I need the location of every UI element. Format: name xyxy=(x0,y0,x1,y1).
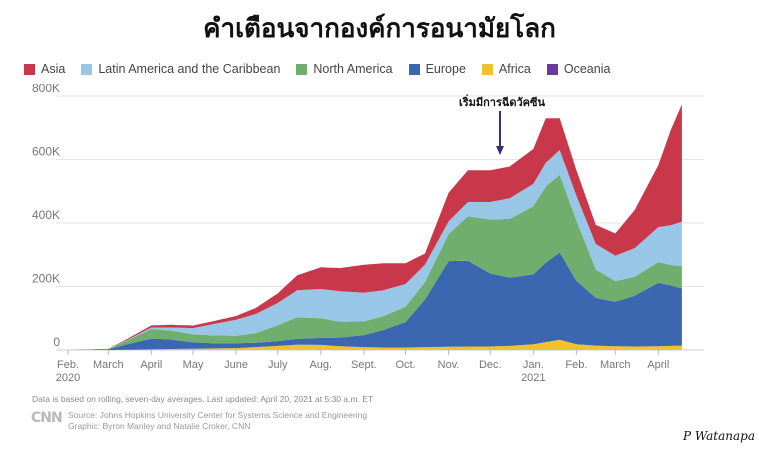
area-latin-america-and-the-caribbean xyxy=(68,150,682,350)
legend-label-north-america: North America xyxy=(313,62,393,76)
x-tick-label: May xyxy=(183,359,204,371)
y-tick-label: 200K xyxy=(32,272,60,286)
legend-swatch-north-america xyxy=(296,63,308,75)
x-tick-label: Aug. xyxy=(309,359,332,371)
legend-swatch-oceania xyxy=(546,63,558,75)
source-credit: Source: Johns Hopkins University Center … xyxy=(68,410,367,432)
y-tick-label: 400K xyxy=(32,208,60,222)
legend-item-europe: Europe xyxy=(408,62,466,76)
x-tick-label: Nov. xyxy=(438,359,460,371)
cnn-logo: CNN xyxy=(31,410,63,426)
legend-swatch-africa xyxy=(481,63,493,75)
area-europe xyxy=(68,252,682,350)
x-tick-label: July xyxy=(268,359,288,371)
x-tick-label: Feb. xyxy=(565,359,587,371)
legend-label-africa: Africa xyxy=(498,62,531,76)
legend-item-asia: Asia xyxy=(24,62,65,76)
area-north-america xyxy=(68,174,682,350)
legend-label-latin-america: Latin America and the Caribbean xyxy=(98,62,281,76)
x-tick-label: March xyxy=(93,359,124,371)
x-tick-label: Sept. xyxy=(351,359,377,371)
chart-legend: Asia Latin America and the Caribbean Nor… xyxy=(24,60,626,78)
legend-swatch-europe xyxy=(408,63,420,75)
x-tick-label: Feb. xyxy=(57,359,79,371)
graphic-credit-line: Graphic: Byron Manley and Natalie Croker… xyxy=(68,421,251,431)
x-tick-label: Jan. xyxy=(523,359,544,371)
y-tick-label: 800K xyxy=(32,84,60,95)
x-tick-year-label: 2020 xyxy=(56,372,80,384)
area-asia xyxy=(68,104,682,350)
legend-item-africa: Africa xyxy=(481,62,531,76)
source-line: Source: Johns Hopkins University Center … xyxy=(68,410,368,420)
x-tick-label: March xyxy=(600,359,631,371)
annotation-arrow-head xyxy=(495,146,504,155)
legend-item-oceania: Oceania xyxy=(546,62,611,76)
area-africa xyxy=(68,339,682,350)
y-tick-label: 0 xyxy=(53,335,60,349)
legend-label-europe: Europe xyxy=(425,62,466,76)
legend-label-oceania: Oceania xyxy=(563,62,611,76)
legend-item-latin-america: Latin America and the Caribbean xyxy=(81,62,280,76)
data-note: Data is based on rolling, seven-day aver… xyxy=(32,394,374,404)
x-tick-label: Oct. xyxy=(395,359,415,371)
signature: P Watanapa xyxy=(682,429,755,443)
legend-item-north-america: North America xyxy=(296,62,393,76)
chart-headline: คำเตือนจากองค์การอนามัยโลก xyxy=(203,14,556,44)
legend-label-asia: Asia xyxy=(41,62,66,76)
annotation-label: เริ่มมีการฉีดวัคซีน xyxy=(459,94,546,109)
legend-swatch-asia xyxy=(24,63,35,75)
x-tick-label: Dec. xyxy=(479,359,502,371)
x-tick-label: April xyxy=(140,359,162,371)
x-tick-label: April xyxy=(647,359,669,371)
x-tick-label: June xyxy=(224,359,248,371)
y-tick-label: 600K xyxy=(32,145,60,159)
legend-swatch-latin-america xyxy=(81,63,93,75)
x-tick-year-label: 2021 xyxy=(521,372,545,384)
